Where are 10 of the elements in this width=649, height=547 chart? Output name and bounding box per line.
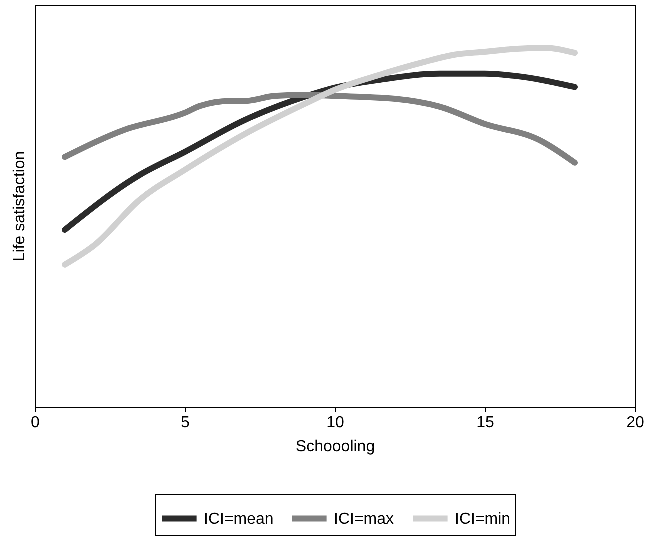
x-axis-title: Schoooling	[296, 438, 376, 456]
legend-label: ICI=max	[334, 510, 394, 528]
x-tick-label: 0	[31, 414, 40, 432]
legend-label: ICI=mean	[204, 510, 274, 528]
x-tick-label: 5	[181, 414, 190, 432]
legend-label: ICI=min	[455, 510, 511, 528]
x-tick-label: 10	[326, 414, 344, 432]
y-axis-title: Life satisfaction	[12, 151, 28, 262]
x-tick-label: 15	[476, 414, 494, 432]
x-tick-label: 20	[626, 414, 644, 432]
